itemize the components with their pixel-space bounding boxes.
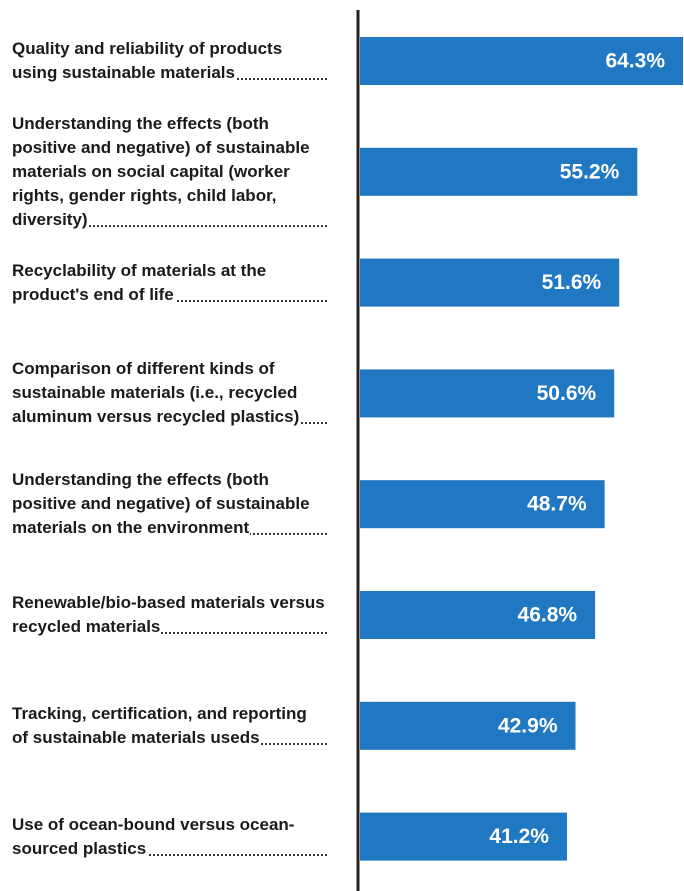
bar	[360, 147, 638, 196]
value-label: 51.6%	[542, 271, 602, 294]
value-label: 55.2%	[560, 160, 620, 183]
bar	[360, 812, 567, 861]
category-label: Comparison of different kinds of sustain…	[12, 357, 327, 429]
value-label: 64.3%	[605, 50, 665, 73]
category-label: Renewable/bio-based materials versus rec…	[12, 591, 327, 639]
bar	[360, 258, 620, 307]
value-label: 46.8%	[518, 604, 578, 627]
category-text: Tracking, certification, and reporting o…	[12, 703, 307, 747]
category-text: Renewable/bio-based materials versus rec…	[12, 593, 325, 636]
category-text: Comparison of different kinds of sustain…	[12, 359, 301, 427]
category-text: Recyclability of materials at the produc…	[12, 260, 267, 304]
category-label: Understanding the effects (both positive…	[12, 468, 327, 540]
category-text: Understanding the effects (both positive…	[12, 113, 310, 229]
value-label: 48.7%	[527, 493, 587, 516]
bar	[360, 37, 683, 85]
category-label: Tracking, certification, and reporting o…	[12, 702, 327, 750]
category-label: Understanding the effects (both positive…	[12, 112, 327, 232]
value-label: 50.6%	[537, 382, 597, 405]
category-label: Use of ocean-bound versus ocean-sourced …	[12, 813, 327, 861]
value-label: 42.9%	[498, 714, 558, 737]
category-label: Quality and reliability of products usin…	[12, 37, 327, 85]
category-label: Recyclability of materials at the produc…	[12, 259, 327, 307]
bar	[360, 591, 596, 639]
category-text: Quality and reliability of products usin…	[12, 39, 283, 82]
value-label: 41.2%	[489, 825, 549, 848]
bar	[360, 369, 615, 418]
category-text: Understanding the effects (both positive…	[12, 470, 310, 538]
bar	[360, 480, 605, 529]
bar	[360, 701, 576, 750]
category-text: Use of ocean-bound versus ocean-sourced …	[12, 814, 295, 858]
